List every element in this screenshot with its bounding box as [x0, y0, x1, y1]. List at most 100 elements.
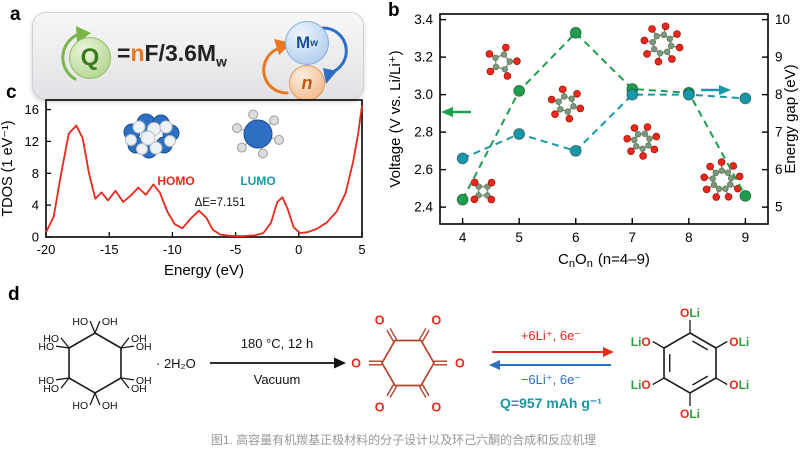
svg-text:9: 9 — [742, 230, 750, 245]
panel-c-label: c — [6, 82, 17, 103]
svg-text:LiO: LiO — [631, 378, 651, 392]
molecule-c5o5 — [485, 43, 521, 80]
svg-text:12: 12 — [25, 134, 39, 149]
svg-text:4: 4 — [32, 198, 39, 213]
svg-text:HO: HO — [43, 333, 59, 345]
figure-caption: 图1. 高容量有机羰基正极材料的分子设计以及环己六酮的合成和反应机理 — [210, 433, 597, 447]
svg-text:OH: OH — [136, 375, 152, 387]
condition-vacuum-label: Vacuum — [254, 372, 301, 387]
svg-text:0: 0 — [32, 230, 39, 245]
svg-text:-20: -20 — [37, 242, 56, 257]
hydrate-label: · 2H₂O — [156, 356, 196, 371]
svg-text:OLi: OLi — [729, 335, 749, 349]
energy-gap-annotation: ΔE=7.151 — [195, 197, 246, 209]
mw-subscript: w — [310, 37, 319, 49]
svg-text:OH: OH — [102, 316, 118, 328]
q-symbol-circle: Q — [69, 37, 111, 79]
plot-frame — [45, 99, 363, 238]
svg-text:O: O — [351, 357, 361, 371]
hexaketone-structure: O O O O O O — [351, 313, 465, 414]
svg-text:-5: -5 — [230, 242, 242, 257]
svg-text:OLi: OLi — [729, 378, 749, 392]
svg-text:O: O — [375, 401, 385, 415]
svg-text:6: 6 — [775, 162, 783, 177]
svg-text:OLi: OLi — [680, 407, 700, 421]
svg-text:7: 7 — [775, 125, 783, 140]
formula-body: F/3.6M — [144, 40, 217, 66]
formula-subscript: w — [216, 54, 227, 70]
svg-text:HO: HO — [43, 383, 59, 395]
n-symbol: n — [301, 72, 313, 93]
svg-text:-10: -10 — [163, 242, 182, 257]
svg-text:7: 7 — [629, 230, 637, 245]
svg-text:O: O — [432, 313, 442, 327]
molecule-c9o9 — [700, 158, 744, 201]
series-energy-gap — [456, 88, 752, 165]
svg-text:O: O — [432, 401, 442, 415]
panel-d-label: d — [8, 284, 20, 305]
tdos-chart: -20 -15 -10 -5 0 5 0 4 8 12 16 TDOS (1 eV⁻¹) Energy … — [0, 99, 366, 279]
svg-text:3.4: 3.4 — [414, 12, 433, 27]
svg-text:2.8: 2.8 — [414, 125, 433, 140]
svg-text:9: 9 — [775, 50, 783, 65]
svg-text:OH: OH — [136, 341, 152, 353]
svg-text:O: O — [375, 313, 385, 327]
condition-temperature-label: 180 °C, 12 h — [241, 336, 313, 351]
product-structure: OLi OLi OLi OLi LiO LiO — [631, 306, 750, 421]
reaction-arrow — [210, 357, 346, 369]
svg-text:2.4: 2.4 — [414, 200, 433, 215]
molecule-c4o4 — [470, 178, 496, 204]
x-axis-title: CnOn (n=4–9) — [558, 251, 650, 270]
svg-text:8: 8 — [32, 166, 39, 181]
lithiation-label: +6Li⁺, 6e⁻ — [521, 328, 581, 343]
equals-sign: = — [117, 40, 131, 66]
lumo-orbital-image — [231, 109, 285, 159]
homo-orbital-image — [123, 113, 180, 159]
molecule-c6o6 — [547, 85, 585, 123]
mw-symbol: M — [295, 33, 311, 52]
svg-text:HO: HO — [38, 341, 54, 353]
voltage-axis-arrow — [441, 107, 471, 117]
capacity-label: Q=957 mAh g⁻¹ — [500, 395, 602, 411]
lumo-label: LUMO — [240, 174, 275, 188]
panel-a-label: a — [10, 4, 21, 25]
plot-frame — [439, 13, 769, 225]
y-axis-title: TDOS (1 eV⁻¹) — [0, 120, 16, 216]
svg-text:HO: HO — [72, 316, 88, 328]
n-term: n — [130, 40, 145, 66]
left-axis-title: Voltage (V vs. Li/Li⁺) — [387, 50, 404, 187]
molecule-c7o7 — [623, 123, 661, 160]
n-circle: n — [289, 65, 325, 101]
equation-card-arrows — [61, 26, 348, 95]
svg-text:16: 16 — [25, 102, 39, 117]
svg-text:O: O — [455, 357, 465, 371]
voltage-energy-gap-chart: 4 5 6 7 8 9 2.4 2.6 2.8 3.0 3.2 3.4 5 6 7 8 9 10 Voltage (… — [387, 12, 799, 270]
homo-label: HOMO — [157, 174, 194, 188]
tdos-curve — [45, 105, 363, 238]
svg-text:5: 5 — [358, 242, 365, 257]
svg-text:5: 5 — [515, 230, 523, 245]
svg-text:0: 0 — [295, 242, 302, 257]
equilibrium-arrows — [489, 347, 614, 370]
svg-text:10: 10 — [775, 12, 790, 27]
svg-text:3.2: 3.2 — [414, 50, 433, 65]
svg-text:3.0: 3.0 — [414, 87, 433, 102]
mw-to-n-arrow — [321, 26, 348, 84]
svg-text:OH: OH — [131, 333, 147, 345]
molecule-c8o8 — [640, 22, 684, 66]
delithiation-label: −6Li⁺, 6e⁻ — [521, 372, 581, 387]
gap-axis-arrow — [701, 85, 731, 95]
capacity-equation: =nF/3.6Mw — [117, 40, 227, 70]
svg-text:8: 8 — [685, 230, 693, 245]
x-axis-title: Energy (eV) — [164, 262, 244, 279]
panel-b-label: b — [388, 0, 400, 21]
svg-text:4: 4 — [459, 230, 467, 245]
svg-text:-15: -15 — [100, 242, 119, 257]
svg-text:8: 8 — [775, 87, 783, 102]
q-symbol: Q — [80, 44, 100, 71]
svg-text:LiO: LiO — [631, 335, 651, 349]
svg-text:HO: HO — [38, 375, 54, 387]
